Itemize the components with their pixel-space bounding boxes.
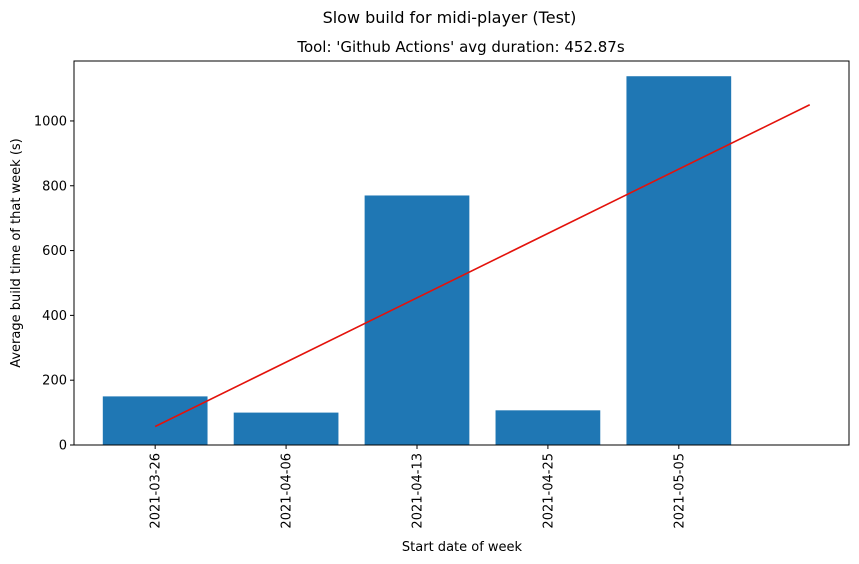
- x-tick-label: 2021-03-26: [149, 453, 164, 529]
- x-tick-label: 2021-04-13: [410, 453, 425, 529]
- x-axis-label: Start date of week: [402, 540, 523, 555]
- y-tick-label: 600: [42, 244, 67, 259]
- y-axis-label: Average build time of that week (s): [9, 138, 24, 368]
- x-tick-label: 2021-05-05: [672, 453, 687, 529]
- bar-2021-04-13: [364, 195, 470, 445]
- bar-2021-03-26: [102, 396, 208, 445]
- chart-subtitle: Tool: 'Github Actions' avg duration: 452…: [296, 38, 625, 56]
- y-tick-label: 200: [42, 374, 67, 389]
- y-tick-label: 800: [42, 179, 67, 194]
- y-axis: 0 200 400 600 800 1000: [34, 114, 74, 454]
- chart-title: Slow build for midi-player (Test): [323, 8, 577, 27]
- bar-2021-04-06: [233, 412, 339, 445]
- bar-2021-04-25: [495, 410, 601, 445]
- x-tick-label: 2021-04-06: [280, 453, 295, 529]
- x-axis: 2021-03-26 2021-04-06 2021-04-13 2021-04-25…: [149, 445, 687, 529]
- x-tick-label: 2021-04-25: [541, 453, 556, 529]
- y-tick-label: 400: [42, 309, 67, 324]
- bar-2021-05-05: [626, 76, 732, 445]
- y-tick-label: 0: [59, 439, 67, 454]
- y-tick-label: 1000: [34, 114, 67, 129]
- plot-frame: [73, 60, 850, 446]
- trend-line: [154, 104, 811, 428]
- trend-line-group: [154, 104, 811, 428]
- bars-group: [102, 76, 732, 445]
